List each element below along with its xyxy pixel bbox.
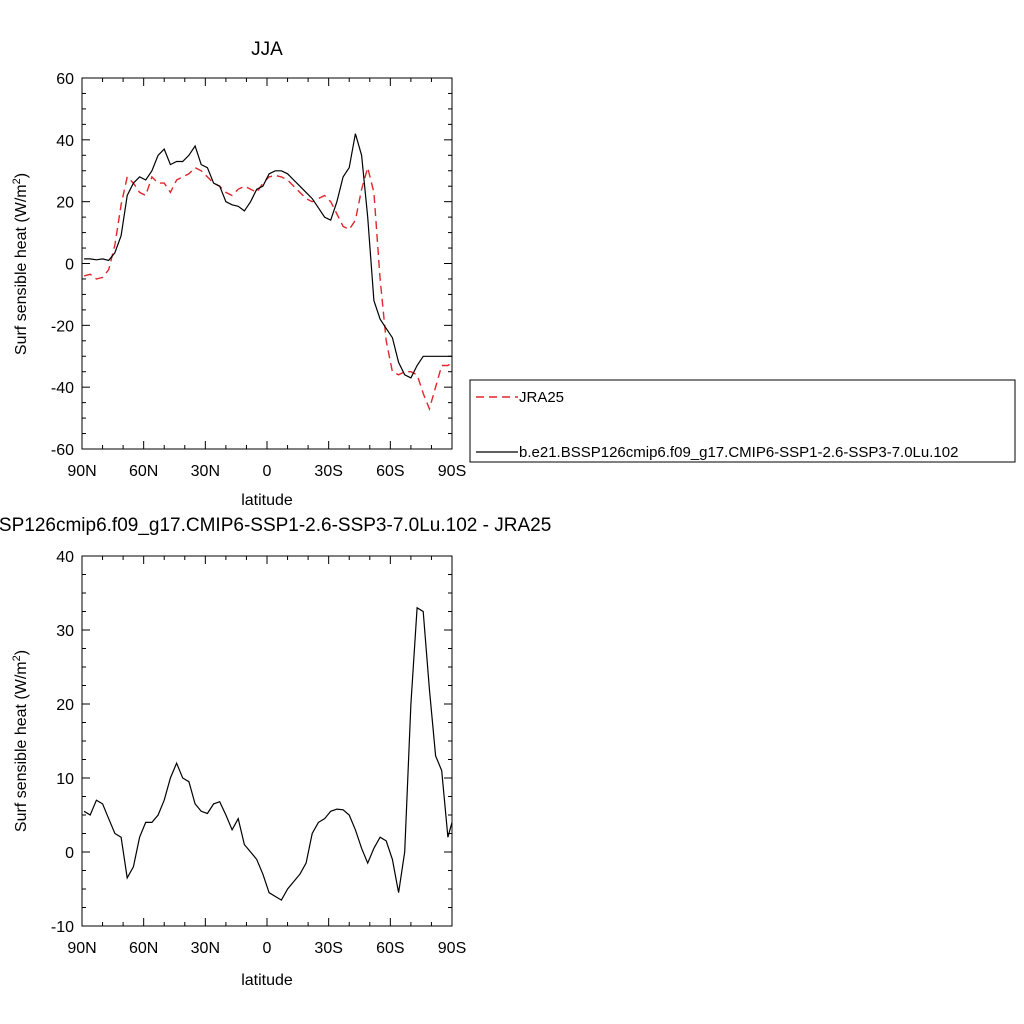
- top-series-model-line: [84, 133, 452, 379]
- bottom-x-axis-label: latitude: [241, 972, 293, 989]
- top-y-axis-label-sup: 2: [11, 178, 23, 184]
- bottom-x-tick-label: 90S: [438, 940, 466, 957]
- top-x-tick-label: 60N: [129, 463, 158, 480]
- legend-label-jra25: JRA25: [519, 389, 564, 406]
- top-y-tick-label: -60: [51, 442, 74, 459]
- bottom-y-axis-label-main: Surf sensible heat (W/m: [13, 661, 30, 832]
- bottom-series-difference-line: [83, 606, 452, 901]
- top-y-axis-label-main: Surf sensible heat (W/m: [13, 184, 30, 355]
- bottom-y-tick-label: 20: [56, 697, 74, 714]
- top-plot-frame: [81, 77, 453, 450]
- bottom-panel-title: b.e21.BSSP126cmip6.f09_g17.CMIP6-SSP1-2.…: [0, 515, 551, 536]
- bottom-x-tick-label: 30N: [191, 940, 220, 957]
- top-plot-area: 90N 60N 30N 0 30S 60S 90S -60 -40 -20 0 20 40 60: [51, 71, 466, 480]
- top-panel-title: JJA: [251, 39, 283, 60]
- top-y-tick-label: 60: [56, 71, 74, 88]
- top-y-tick-label: 20: [56, 195, 74, 212]
- bottom-y-tick-label: -10: [51, 919, 74, 936]
- legend: JRA25 b.e21.BSSP126cmip6.f09_g17.CMIP6-S…: [469, 379, 1016, 463]
- bottom-x-tick-label: 60N: [129, 940, 158, 957]
- legend-label-model: b.e21.BSSP126cmip6.f09_g17.CMIP6-SSP1-2.…: [519, 444, 958, 461]
- top-y-tick-label: -40: [51, 380, 74, 397]
- top-y-tick-label: 0: [65, 257, 74, 274]
- bottom-y-tick-label: 0: [65, 845, 74, 862]
- bottom-x-tick-label: 60S: [376, 940, 404, 957]
- top-x-tick-label: 30S: [314, 463, 342, 480]
- bottom-x-tick-label: 0: [263, 940, 272, 957]
- top-y-tick-label: -20: [51, 318, 74, 335]
- bottom-y-tick-label: 40: [56, 549, 74, 566]
- bottom-y-tick-label: 10: [56, 771, 74, 788]
- bottom-panel: b.e21.BSSP126cmip6.f09_g17.CMIP6-SSP1-2.…: [0, 515, 551, 989]
- top-x-tick-label: 30N: [191, 463, 220, 480]
- bottom-plot-frame: [81, 555, 453, 927]
- top-x-tick-label: 0: [263, 463, 272, 480]
- bottom-y-axis-label: Surf sensible heat (W/m2): [11, 650, 30, 832]
- top-x-tick-label: 60S: [376, 463, 404, 480]
- bottom-x-tick-label: 90N: [67, 940, 96, 957]
- top-x-axis-label: latitude: [241, 492, 293, 509]
- top-y-tick-label: 40: [56, 133, 74, 150]
- top-series-jra25-line: [83, 164, 452, 411]
- bottom-y-tick-label: 30: [56, 623, 74, 640]
- bottom-y-axis-label-close: ): [13, 650, 30, 655]
- top-y-axis-label-close: ): [13, 173, 30, 178]
- top-x-tick-label: 90N: [67, 463, 96, 480]
- bottom-x-tick-label: 30S: [314, 940, 342, 957]
- bottom-plot-area: 90N 60N 30N 0 30S 60S 90S -10 0 10 20 30 40: [51, 549, 466, 957]
- bottom-y-axis-label-sup: 2: [11, 655, 23, 661]
- top-x-tick-label: 90S: [438, 463, 466, 480]
- top-panel: JJA 90N 60N 30N 0 30S 60S 90S-60-40-200204060 …: [11, 39, 466, 509]
- top-y-axis-label: Surf sensible heat (W/m2): [11, 173, 30, 355]
- legend-box: [469, 379, 1016, 463]
